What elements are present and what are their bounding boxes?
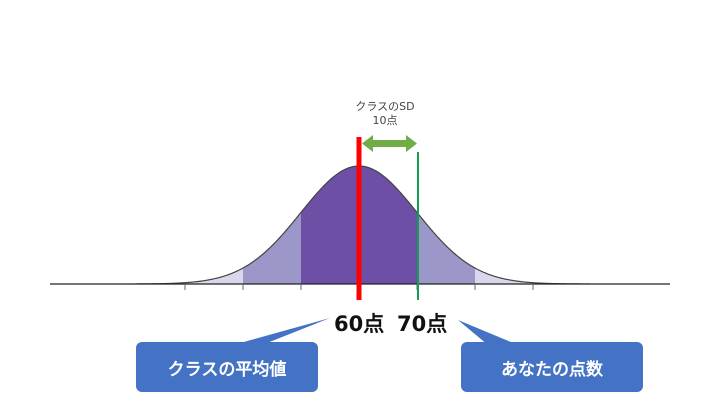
callout-your-score: あなたの点数	[461, 342, 643, 392]
sd-label-value: 10点	[372, 114, 398, 127]
callout-pointer-mean	[233, 318, 330, 345]
your-score-label: 70点	[397, 312, 448, 336]
sd-label: クラスのSD 10点	[330, 100, 440, 128]
band-outer-right	[475, 268, 590, 284]
bell-curve-outline	[135, 165, 591, 285]
mean-score-label: 60点	[334, 312, 385, 336]
callout-class-mean: クラスの平均値	[136, 342, 318, 392]
sd-double-arrow	[362, 135, 417, 152]
callout-pointer-yours	[458, 320, 518, 345]
band-outer-left	[135, 268, 243, 284]
sd-label-title: クラスのSD	[355, 100, 415, 113]
